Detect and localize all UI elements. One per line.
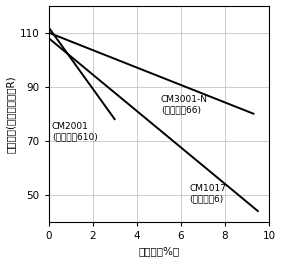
- Text: CM1017
(ナイロン6): CM1017 (ナイロン6): [190, 184, 226, 203]
- Y-axis label: 表面硬さ(ロックウェルR): 表面硬さ(ロックウェルR): [6, 75, 15, 152]
- Text: CM2001
(ナイロン610): CM2001 (ナイロン610): [52, 122, 98, 141]
- X-axis label: 吸水率（%）: 吸水率（%）: [138, 247, 179, 256]
- Text: CM3001-N
(ナイロン66): CM3001-N (ナイロン66): [161, 95, 208, 114]
